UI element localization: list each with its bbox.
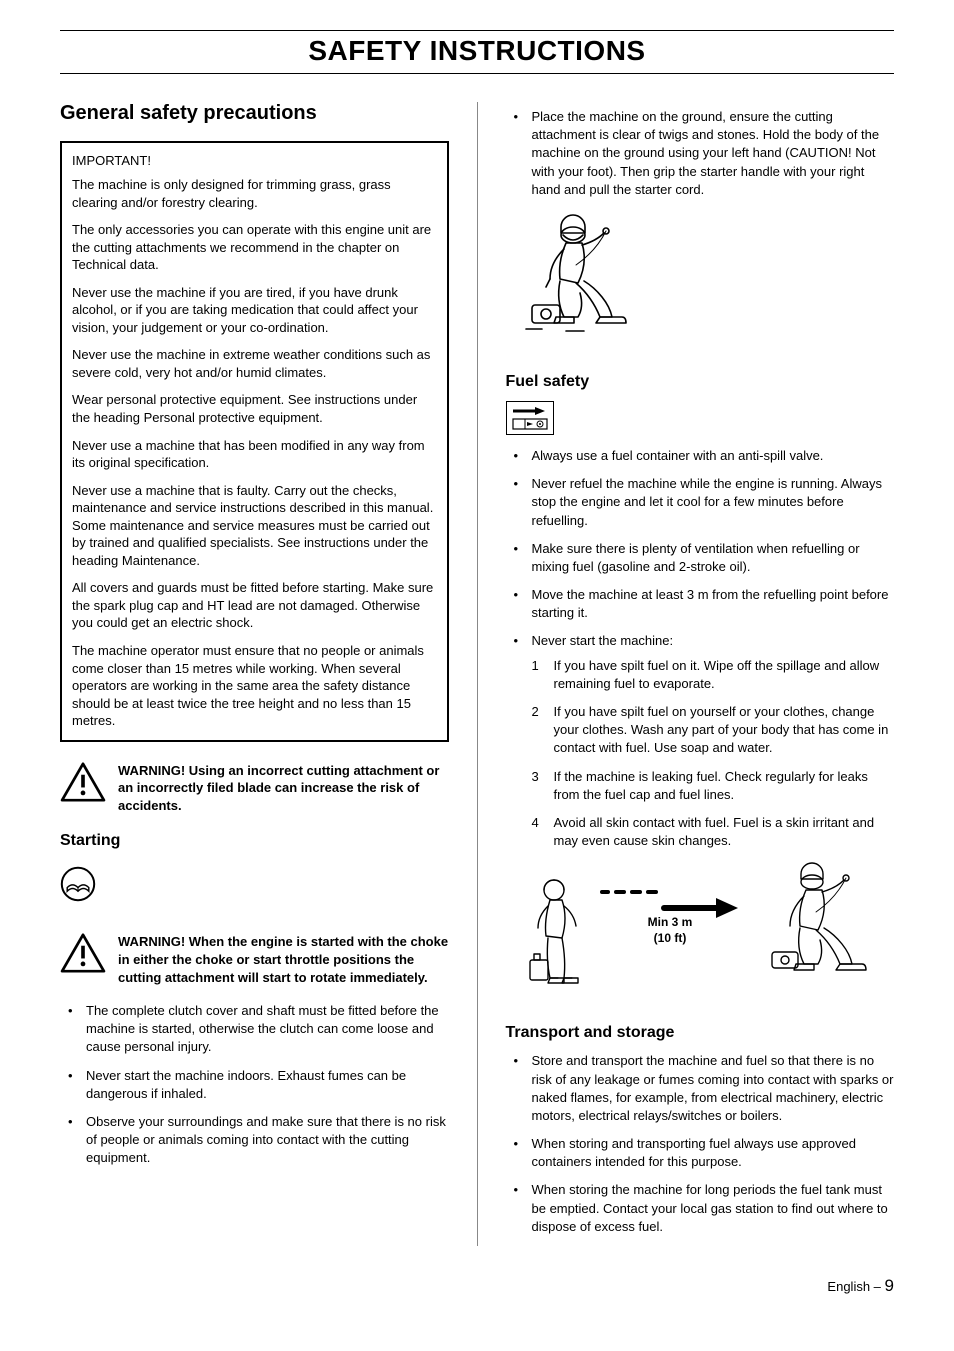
important-para: Never use a machine that is faulty. Carr… (72, 482, 437, 570)
starting-illustration (506, 209, 895, 359)
warning-triangle-icon (60, 762, 106, 802)
right-column: Place the machine on the ground, ensure … (506, 102, 895, 1246)
left-column: General safety precautions IMPORTANT! Th… (60, 102, 449, 1246)
page-title: SAFETY INSTRUCTIONS (60, 33, 894, 74)
important-title: IMPORTANT! (72, 153, 437, 168)
footer-sep: – (870, 1279, 884, 1294)
list-item: If the machine is leaking fuel. Check re… (532, 768, 895, 804)
warning-block: WARNING! Using an incorrect cutting atta… (60, 758, 449, 819)
read-manual-icon (60, 866, 96, 902)
important-para: The only accessories you can operate wit… (72, 221, 437, 274)
list-item-text: Never start the machine: (532, 633, 674, 648)
two-column-layout: General safety precautions IMPORTANT! Th… (60, 102, 894, 1246)
page-number: 9 (885, 1276, 894, 1295)
important-para: The machine is only designed for trimmin… (72, 176, 437, 211)
fuel-bullets: Always use a fuel container with an anti… (506, 447, 895, 850)
list-item: When storing and transporting fuel alway… (506, 1135, 895, 1171)
important-para: Never use a machine that has been modifi… (72, 437, 437, 472)
list-item: Always use a fuel container with an anti… (506, 447, 895, 465)
list-item: Observe your surroundings and make sure … (60, 1113, 449, 1168)
transport-heading: Transport and storage (506, 1024, 895, 1042)
list-item: When storing the machine for long period… (506, 1181, 895, 1236)
distance-label: Min 3 m (647, 915, 692, 929)
important-para: Wear personal protective equipment. See … (72, 391, 437, 426)
starting-bullets: The complete clutch cover and shaft must… (60, 1002, 449, 1168)
distance-illustration: Min 3 m (10 ft) (506, 860, 895, 1010)
fuel-numbered-list: If you have spilt fuel on it. Wipe off t… (532, 657, 895, 851)
distance-label: (10 ft) (653, 931, 686, 945)
warning-block: WARNING! When the engine is started with… (60, 929, 449, 990)
top-bullet: Place the machine on the ground, ensure … (506, 108, 895, 199)
list-item: The complete clutch cover and shaft must… (60, 1002, 449, 1057)
important-para: The machine operator must ensure that no… (72, 642, 437, 730)
fuel-direction-icon (506, 401, 554, 435)
list-item: Avoid all skin contact with fuel. Fuel i… (532, 814, 895, 850)
page-footer: English – 9 (60, 1276, 894, 1296)
warning-text: WARNING! When the engine is started with… (118, 933, 449, 986)
list-item: Never start the machine indoors. Exhaust… (60, 1067, 449, 1103)
list-item: Move the machine at least 3 m from the r… (506, 586, 895, 622)
column-divider (477, 102, 478, 1246)
list-item: If you have spilt fuel on yourself or yo… (532, 703, 895, 758)
list-item: Make sure there is plenty of ventilation… (506, 540, 895, 576)
starting-heading: Starting (60, 832, 449, 850)
important-para: Never use the machine if you are tired, … (72, 284, 437, 337)
fuel-safety-heading: Fuel safety (506, 373, 895, 391)
general-safety-heading: General safety precautions (60, 102, 449, 125)
warning-triangle-icon (60, 933, 106, 973)
list-item: Store and transport the machine and fuel… (506, 1052, 895, 1125)
footer-language: English (827, 1279, 870, 1294)
list-item: Place the machine on the ground, ensure … (506, 108, 895, 199)
important-para: All covers and guards must be fitted bef… (72, 579, 437, 632)
transport-bullets: Store and transport the machine and fuel… (506, 1052, 895, 1236)
list-item: Never start the machine: If you have spi… (506, 632, 895, 850)
list-item: If you have spilt fuel on it. Wipe off t… (532, 657, 895, 693)
page-header-rule (60, 30, 894, 31)
important-box: IMPORTANT! The machine is only designed … (60, 141, 449, 742)
warning-text: WARNING! Using an incorrect cutting atta… (118, 762, 449, 815)
important-para: Never use the machine in extreme weather… (72, 346, 437, 381)
list-item: Never refuel the machine while the engin… (506, 475, 895, 530)
